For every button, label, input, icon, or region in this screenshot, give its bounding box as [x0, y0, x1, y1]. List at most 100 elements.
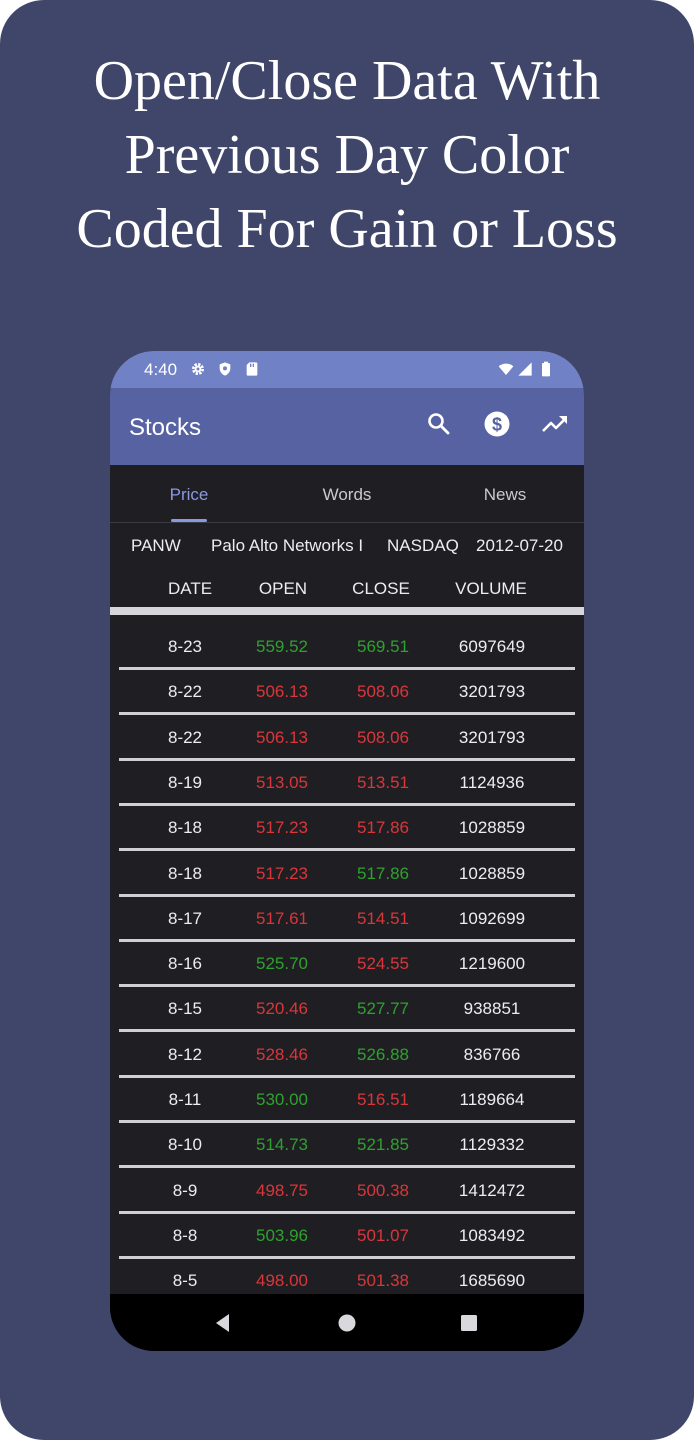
- row-date: 8-19: [167, 772, 203, 792]
- row-date: 8-9: [172, 1180, 198, 1200]
- row-close: 501.38: [357, 1271, 409, 1291]
- row-divider: [119, 1029, 575, 1033]
- row-open: 503.96: [256, 1225, 308, 1245]
- column-volume: VOLUME: [455, 579, 527, 598]
- row-divider: [119, 712, 575, 716]
- row-volume: 1028859: [458, 818, 526, 838]
- recents-icon[interactable]: [457, 1311, 481, 1335]
- headline-line-1: Open/Close Data With: [93, 50, 601, 112]
- row-volume: 1412472: [458, 1180, 526, 1200]
- status-time: 4:40: [144, 360, 178, 379]
- row-volume: 1129332: [459, 1135, 525, 1155]
- trending-up-icon[interactable]: [539, 408, 571, 440]
- row-close: 514.51: [357, 908, 409, 928]
- row-date: 8-17: [167, 908, 203, 928]
- table-row[interactable]: 8-5 498.00 501.38 1685690: [110, 1259, 584, 1294]
- row-volume: 1083492: [458, 1225, 526, 1245]
- header-divider: [110, 607, 584, 615]
- row-date: 8-8: [172, 1225, 198, 1245]
- table-row[interactable]: 8-17 517.61 514.51 1092699: [110, 897, 584, 942]
- row-close: 524.55: [357, 954, 409, 974]
- stock-ipo-date: 2012-07-20: [476, 536, 563, 555]
- row-volume: 1685690: [458, 1271, 526, 1291]
- signal-icon: [518, 362, 532, 376]
- row-close: 513.51: [357, 772, 409, 792]
- row-close: 517.86: [357, 818, 409, 838]
- tab-words[interactable]: Words: [322, 485, 372, 504]
- row-divider: [119, 1165, 575, 1169]
- row-close: 521.85: [357, 1135, 409, 1155]
- table-row[interactable]: 8-19 513.05 513.51 1124936: [110, 761, 584, 806]
- row-divider: [119, 667, 575, 670]
- table-row[interactable]: 8-12 528.46 526.88 836766: [110, 1033, 584, 1078]
- row-volume: 1189664: [459, 1090, 525, 1109]
- table-row[interactable]: 8-22 506.13 508.06 3201793: [110, 716, 584, 761]
- dollar-icon[interactable]: $: [481, 408, 513, 440]
- column-header: DATE OPEN CLOSE VOLUME: [110, 567, 584, 607]
- row-volume: 3201793: [458, 727, 526, 747]
- row-open: 498.75: [256, 1180, 308, 1200]
- table-row[interactable]: 8-16 525.70 524.55 1219600: [110, 942, 584, 988]
- price-history-list[interactable]: 8-23 559.52 569.51 6097649 8-22 506.13 508.06 3…: [110, 615, 584, 1294]
- row-open: 525.70: [256, 954, 308, 974]
- tab-price[interactable]: Price: [169, 485, 209, 504]
- home-icon[interactable]: [335, 1311, 359, 1335]
- gear-icon: [192, 363, 204, 375]
- tab-news[interactable]: News: [483, 485, 527, 504]
- table-row[interactable]: 8-18 517.23 517.86 1028859: [110, 806, 584, 852]
- row-close: 501.07: [357, 1225, 409, 1245]
- row-divider: [119, 1255, 575, 1259]
- sd-card-icon: [246, 362, 258, 376]
- column-date: DATE: [167, 579, 213, 598]
- wifi-icon: [498, 363, 514, 375]
- row-open: 514.73: [256, 1135, 308, 1155]
- table-row[interactable]: 8-15 520.46 527.77 938851: [110, 987, 584, 1033]
- row-close: 508.06: [357, 727, 409, 747]
- search-icon[interactable]: [423, 408, 455, 440]
- row-close: 517.86: [357, 863, 409, 883]
- row-volume: 836766: [463, 1044, 521, 1064]
- battery-icon: [542, 361, 550, 377]
- tab-bar: Price Words News: [110, 465, 584, 523]
- row-open: 517.23: [256, 863, 308, 883]
- table-row[interactable]: 8-10 514.73 521.85 1129332: [110, 1123, 584, 1169]
- row-close: 569.51: [357, 637, 409, 656]
- row-divider: [119, 938, 575, 942]
- phone-screen: 4:40: [110, 351, 584, 1351]
- row-volume: 3201793: [458, 682, 526, 702]
- table-row[interactable]: 8-11 530.00 516.51 1189664: [110, 1078, 584, 1123]
- row-open: 506.13: [256, 682, 308, 702]
- row-date: 8-18: [167, 818, 203, 838]
- row-date: 8-22: [167, 727, 203, 747]
- row-open: 498.00: [256, 1271, 308, 1291]
- row-volume: 1092699: [458, 908, 526, 928]
- row-date: 8-22: [167, 682, 203, 702]
- app-bar: Stocks $: [110, 388, 584, 465]
- table-row[interactable]: 8-9 498.75 500.38 1412472: [110, 1169, 584, 1214]
- status-bar: 4:40: [110, 351, 584, 388]
- row-date: 8-12: [167, 1044, 203, 1064]
- row-open: 520.46: [256, 999, 308, 1019]
- row-open: 528.46: [256, 1044, 308, 1064]
- table-row[interactable]: 8-22 506.13 508.06 3201793: [110, 670, 584, 716]
- row-divider: [119, 1074, 575, 1078]
- row-open: 513.05: [256, 772, 308, 792]
- table-row[interactable]: 8-23 559.52 569.51 6097649: [110, 625, 584, 670]
- table-row[interactable]: 8-18 517.23 517.86 1028859: [110, 852, 584, 897]
- row-close: 508.06: [357, 682, 409, 702]
- app-title: Stocks: [129, 414, 202, 441]
- row-divider: [119, 1210, 575, 1214]
- row-divider: [119, 1120, 575, 1123]
- table-row[interactable]: 8-8 503.96 501.07 1083492: [110, 1214, 584, 1259]
- row-close: 526.88: [357, 1044, 409, 1064]
- row-close: 500.38: [357, 1180, 409, 1200]
- back-icon[interactable]: [211, 1311, 235, 1335]
- tab-indicator: [171, 519, 207, 522]
- row-open: 517.61: [256, 908, 308, 928]
- row-date: 8-5: [172, 1271, 198, 1291]
- row-date: 8-10: [167, 1135, 203, 1155]
- column-close: CLOSE: [352, 579, 410, 598]
- row-volume: 938851: [463, 999, 521, 1019]
- row-divider: [119, 757, 575, 761]
